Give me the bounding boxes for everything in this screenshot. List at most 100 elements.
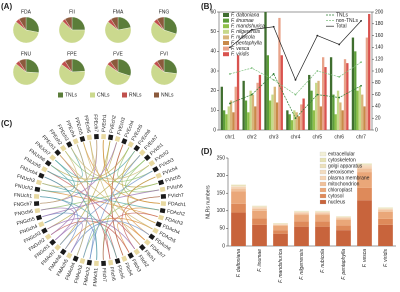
pie-slice [110, 16, 119, 31]
node-block [114, 257, 121, 265]
pie-slice [117, 58, 132, 77]
x-tick-label: chr3 [269, 134, 279, 140]
legend-label: nucleus [328, 199, 346, 205]
bar [300, 104, 303, 130]
line-marker [316, 93, 319, 96]
legend-swatch [122, 92, 127, 98]
node-block [41, 227, 48, 234]
bar [266, 55, 269, 131]
bar-segment [315, 215, 330, 222]
y2-tick-label: 120 [375, 57, 384, 63]
pie-slice [156, 58, 165, 73]
node-block [38, 172, 45, 179]
bar [271, 94, 274, 130]
bar-segment [336, 230, 351, 246]
legend-label: golgi apparatus [328, 163, 363, 169]
pie-title: FNU [21, 51, 32, 57]
line-marker [294, 93, 297, 96]
node-label: FVEch1 [101, 114, 108, 132]
bar [322, 57, 325, 130]
bar [288, 114, 291, 130]
x-tick-label: F. nubicola [320, 249, 326, 273]
bar-segment [357, 165, 372, 167]
node-block [44, 159, 52, 167]
chord [102, 140, 150, 236]
bar-segment [231, 191, 246, 204]
y-tick-label: 200 [217, 173, 226, 179]
node-block [79, 257, 86, 265]
y-tick-label: 30 [210, 68, 216, 74]
bar [234, 86, 237, 130]
panel-label: (D) [201, 147, 212, 156]
y-tick-label: 10 [210, 108, 216, 114]
bar [339, 102, 342, 130]
y-tick-label: 100 [217, 208, 226, 214]
legend-label: Total [336, 24, 347, 30]
bar [290, 120, 294, 130]
line-marker [360, 84, 362, 87]
line-marker [229, 46, 231, 49]
node-label: FPEch6 [82, 115, 91, 134]
node-block [152, 166, 159, 173]
pie-title: FVI [160, 51, 168, 57]
node-block [157, 214, 165, 221]
bar-segment [378, 211, 393, 219]
y-tick-label: 60 [210, 9, 216, 15]
y2-tick-label: 140 [375, 45, 384, 51]
chord [54, 222, 83, 253]
bar [280, 55, 283, 131]
bar [273, 86, 276, 130]
legend-swatch [319, 175, 327, 181]
line-marker [272, 25, 275, 28]
node-block [34, 186, 41, 193]
panel-label: (B) [201, 2, 212, 11]
bar [310, 90, 313, 130]
bar-segment [357, 172, 372, 188]
x-tick-label: chr2 [247, 134, 257, 140]
panel-label: (C) [1, 119, 12, 128]
legend-label: F. nilgerensis [231, 29, 261, 35]
panel-label: (A) [1, 2, 12, 11]
line-marker [272, 78, 275, 81]
node-block [72, 138, 79, 145]
pie-title: FDA [21, 9, 32, 15]
node-label: FVIch4 [162, 165, 179, 177]
bar [368, 13, 371, 130]
bar [251, 94, 255, 130]
bar-segment [294, 213, 309, 216]
chord [111, 144, 124, 256]
node-label: FVEch2 [109, 115, 118, 134]
bar-segment [378, 210, 393, 212]
node-block [127, 252, 134, 259]
bar-segment [273, 225, 288, 231]
bar-segment [252, 218, 267, 225]
chord [70, 147, 150, 180]
y-tick-label: 0 [222, 243, 225, 249]
y-tick-label: 20 [210, 88, 216, 94]
bar [229, 100, 233, 130]
x-tick-label: F. vesca [362, 249, 368, 267]
bar-segment [336, 217, 351, 219]
legend-label: F. vesca [231, 46, 249, 52]
node-block [86, 259, 93, 266]
node-label: FPEch5 [73, 117, 84, 136]
chord [102, 212, 158, 260]
bar-segment [231, 186, 246, 189]
legend-label: non-TNLs [336, 18, 358, 24]
node-label: FIIch6 [108, 267, 116, 282]
line-marker [338, 43, 341, 46]
line-marker [316, 70, 319, 72]
bar-segment [315, 212, 330, 214]
node-block [107, 259, 114, 266]
bar [264, 12, 267, 130]
pie-slice [104, 21, 132, 44]
node-block [133, 144, 141, 152]
chord [50, 147, 130, 180]
bar-segment [252, 224, 267, 246]
legend-swatch [319, 151, 327, 157]
legend-swatch [90, 92, 95, 98]
chord [83, 142, 160, 204]
node-label: FMAch2 [83, 266, 92, 286]
bar [278, 17, 281, 130]
